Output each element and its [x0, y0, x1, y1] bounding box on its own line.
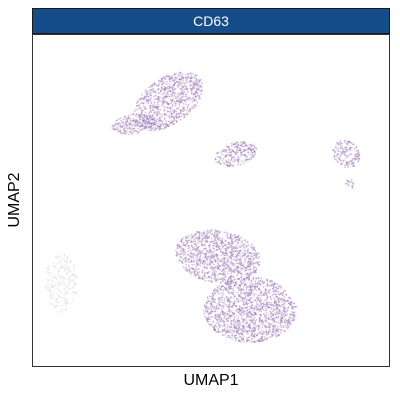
series-0: [111, 71, 361, 344]
cluster-0-2: [214, 140, 258, 168]
facet-title: CD63: [193, 13, 229, 29]
cluster-0-6: [203, 276, 298, 344]
cluster-1-0: [44, 253, 78, 314]
plot-panel: [32, 34, 390, 367]
umap-scatter: [44, 71, 361, 344]
cluster-0-0: [132, 71, 203, 132]
cluster-0-5: [175, 228, 261, 285]
facet-strip: CD63: [32, 8, 390, 34]
cluster-0-1: [111, 113, 153, 136]
series-1: [44, 253, 78, 314]
x-axis-label: UMAP1: [183, 372, 239, 389]
cluster-0-3: [332, 139, 361, 169]
cluster-0-4: [345, 179, 355, 189]
y-axis-label: UMAP2: [6, 172, 23, 228]
